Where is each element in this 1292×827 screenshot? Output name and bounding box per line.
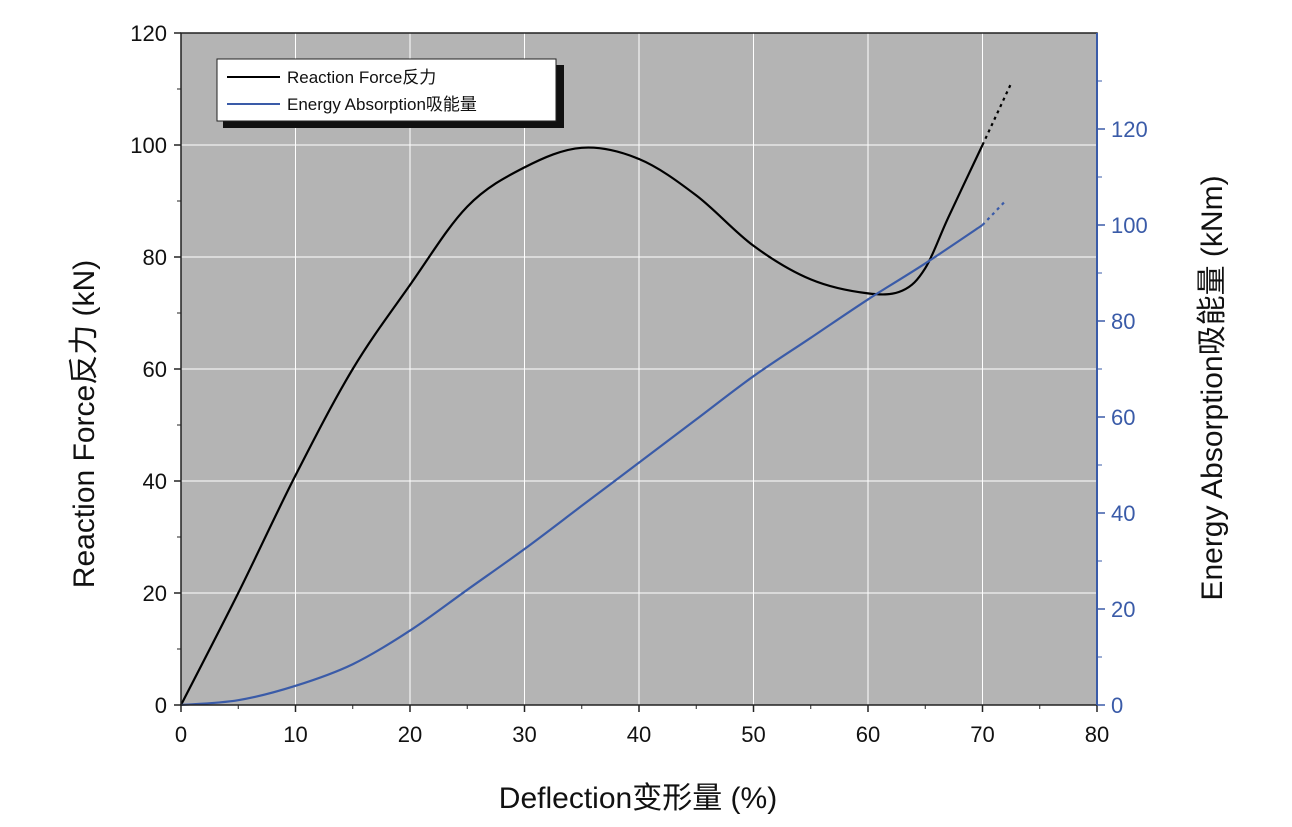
x-axis-title: Deflection变形量 (%) (499, 782, 777, 815)
legend-label-energy-absorption: Energy Absorption吸能量 (287, 95, 477, 114)
y-left-tick-label: 60 (143, 357, 167, 382)
legend: Reaction Force反力 Energy Absorption吸能量 (216, 58, 564, 128)
x-tick-label: 60 (856, 722, 880, 747)
series-extrapolation-reaction-force (981, 82, 1013, 146)
y-left-tick-label: 100 (130, 133, 167, 158)
y-right-tick-label: 40 (1111, 501, 1135, 526)
x-tick-label: 50 (741, 722, 765, 747)
y-axis-right-title: Energy Absorption吸能量 (kNm) (1196, 175, 1229, 600)
axis-ticks: 0 10 20 30 40 50 60 70 8002040608010012002040608… (130, 21, 1147, 747)
x-tick-label: 70 (970, 722, 994, 747)
y-right-tick-label: 0 (1111, 693, 1123, 718)
grid-lines (181, 33, 1097, 705)
series-line-energy-absorption (180, 224, 984, 707)
y-right-tick-label: 120 (1111, 117, 1148, 142)
legend-label-reaction-force: Reaction Force反力 (287, 68, 436, 87)
series-extrapolation-energy-absorption (981, 200, 1007, 226)
x-tick-label: 0 (175, 722, 187, 747)
legend-box (216, 58, 557, 122)
x-tick-label: 20 (398, 722, 422, 747)
series-layer (180, 82, 1013, 707)
y-left-tick-label: 20 (143, 581, 167, 606)
y-left-tick-label: 80 (143, 245, 167, 270)
x-tick-label: 80 (1085, 722, 1109, 747)
y-left-tick-label: 0 (155, 693, 167, 718)
series-line-reaction-force (180, 144, 984, 706)
y-right-tick-label: 80 (1111, 309, 1135, 334)
x-tick-label: 10 (283, 722, 307, 747)
y-left-tick-label: 40 (143, 469, 167, 494)
y-axis-left-title: Reaction Force反力 (kN) (68, 260, 101, 588)
y-right-tick-label: 100 (1111, 213, 1148, 238)
y-right-tick-label: 60 (1111, 405, 1135, 430)
x-tick-label: 40 (627, 722, 651, 747)
x-tick-label: 30 (512, 722, 536, 747)
y-left-tick-label: 120 (130, 21, 167, 46)
y-right-tick-label: 20 (1111, 597, 1135, 622)
